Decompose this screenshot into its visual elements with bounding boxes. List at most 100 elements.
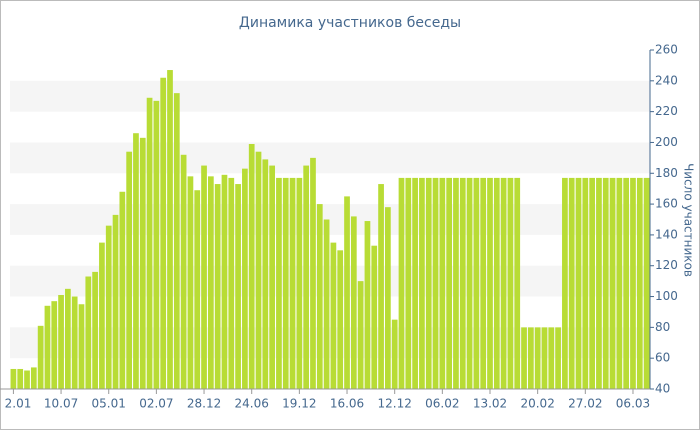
y-tick-label: 200 — [655, 135, 678, 149]
bar — [99, 242, 105, 389]
y-tick-label: 160 — [655, 197, 678, 211]
bar — [146, 97, 153, 389]
bar — [303, 165, 310, 389]
bar — [643, 177, 650, 389]
bar — [194, 190, 201, 389]
grid-band — [10, 80, 650, 112]
bar — [242, 168, 248, 389]
bar — [568, 177, 575, 389]
y-tick-label: 120 — [655, 258, 678, 272]
bar — [555, 327, 561, 389]
bar — [37, 325, 44, 389]
x-tick-label: 16.06 — [330, 397, 364, 411]
bar — [337, 250, 344, 389]
x-tick-label: 2.01 — [5, 397, 32, 411]
bar — [139, 137, 146, 389]
bar — [248, 143, 255, 389]
bar — [187, 176, 194, 389]
bar — [391, 319, 398, 389]
x-tick-label: 28.12 — [187, 397, 221, 411]
bar — [385, 207, 391, 389]
bar — [276, 177, 282, 389]
bar — [575, 177, 582, 389]
x-tick-label: 12.12 — [378, 397, 412, 411]
bar — [44, 305, 51, 389]
y-axis-label: Число участников — [682, 163, 696, 277]
bar — [153, 100, 160, 389]
y-tick-label: 260 — [655, 43, 678, 57]
bar — [126, 151, 133, 389]
bar — [51, 301, 58, 389]
bar — [112, 214, 119, 389]
bar — [405, 177, 412, 389]
bar — [214, 184, 221, 389]
bar — [323, 219, 330, 389]
bar — [105, 225, 112, 389]
y-tick-label: 140 — [655, 227, 678, 241]
bar — [85, 276, 92, 389]
x-tick-label: 13.02 — [473, 397, 507, 411]
y-tick-label: 60 — [655, 351, 670, 365]
bar — [466, 177, 473, 389]
bar — [119, 191, 126, 389]
bar — [527, 327, 534, 389]
bar — [596, 177, 602, 389]
bar — [589, 177, 595, 389]
y-tick-label: 240 — [655, 73, 678, 87]
bar — [541, 327, 548, 389]
x-tick-label: 05.01 — [92, 397, 126, 411]
x-tick-label: 06.02 — [425, 397, 459, 411]
bar — [630, 177, 636, 389]
bar — [623, 177, 630, 389]
bar — [30, 367, 37, 389]
bar — [92, 271, 98, 389]
bar — [160, 77, 167, 390]
bar — [10, 368, 17, 389]
bar — [425, 177, 432, 389]
y-tick-label: 40 — [655, 382, 670, 396]
x-tick-label: 06.03 — [616, 397, 650, 411]
bar — [17, 368, 24, 389]
y-tick-label: 80 — [655, 320, 670, 334]
bar — [262, 159, 269, 389]
bar — [133, 133, 139, 389]
bar — [78, 304, 85, 389]
bar — [562, 177, 568, 389]
bar — [364, 221, 371, 389]
bar — [207, 176, 214, 389]
bar — [235, 184, 241, 389]
bar — [480, 177, 487, 389]
bar — [602, 177, 609, 389]
bar — [350, 216, 357, 389]
bar — [487, 177, 493, 389]
x-tick-label: 24.06 — [235, 397, 269, 411]
bar — [65, 288, 71, 389]
chart-title: Динамика участников беседы — [239, 15, 461, 31]
bar — [609, 177, 616, 389]
bar — [180, 154, 187, 389]
bar — [255, 151, 262, 389]
bar — [446, 177, 453, 389]
x-tick-label: 19.12 — [282, 397, 316, 411]
x-tick-label: 02.07 — [139, 397, 173, 411]
bar — [228, 177, 235, 389]
bar — [282, 177, 289, 389]
bar — [296, 177, 303, 389]
bar — [357, 281, 364, 389]
bar — [473, 177, 480, 389]
bar — [269, 165, 275, 389]
x-tick-label: 20.02 — [520, 397, 554, 411]
bar — [201, 165, 207, 389]
bar — [398, 177, 405, 389]
bar — [419, 177, 425, 389]
bar — [310, 157, 316, 389]
grid-band — [10, 142, 650, 174]
bar — [514, 177, 521, 389]
bar — [412, 177, 418, 389]
bar — [167, 70, 173, 390]
bar — [58, 295, 64, 389]
bar — [344, 196, 350, 389]
bar — [534, 327, 541, 389]
y-tick-label: 180 — [655, 166, 678, 180]
